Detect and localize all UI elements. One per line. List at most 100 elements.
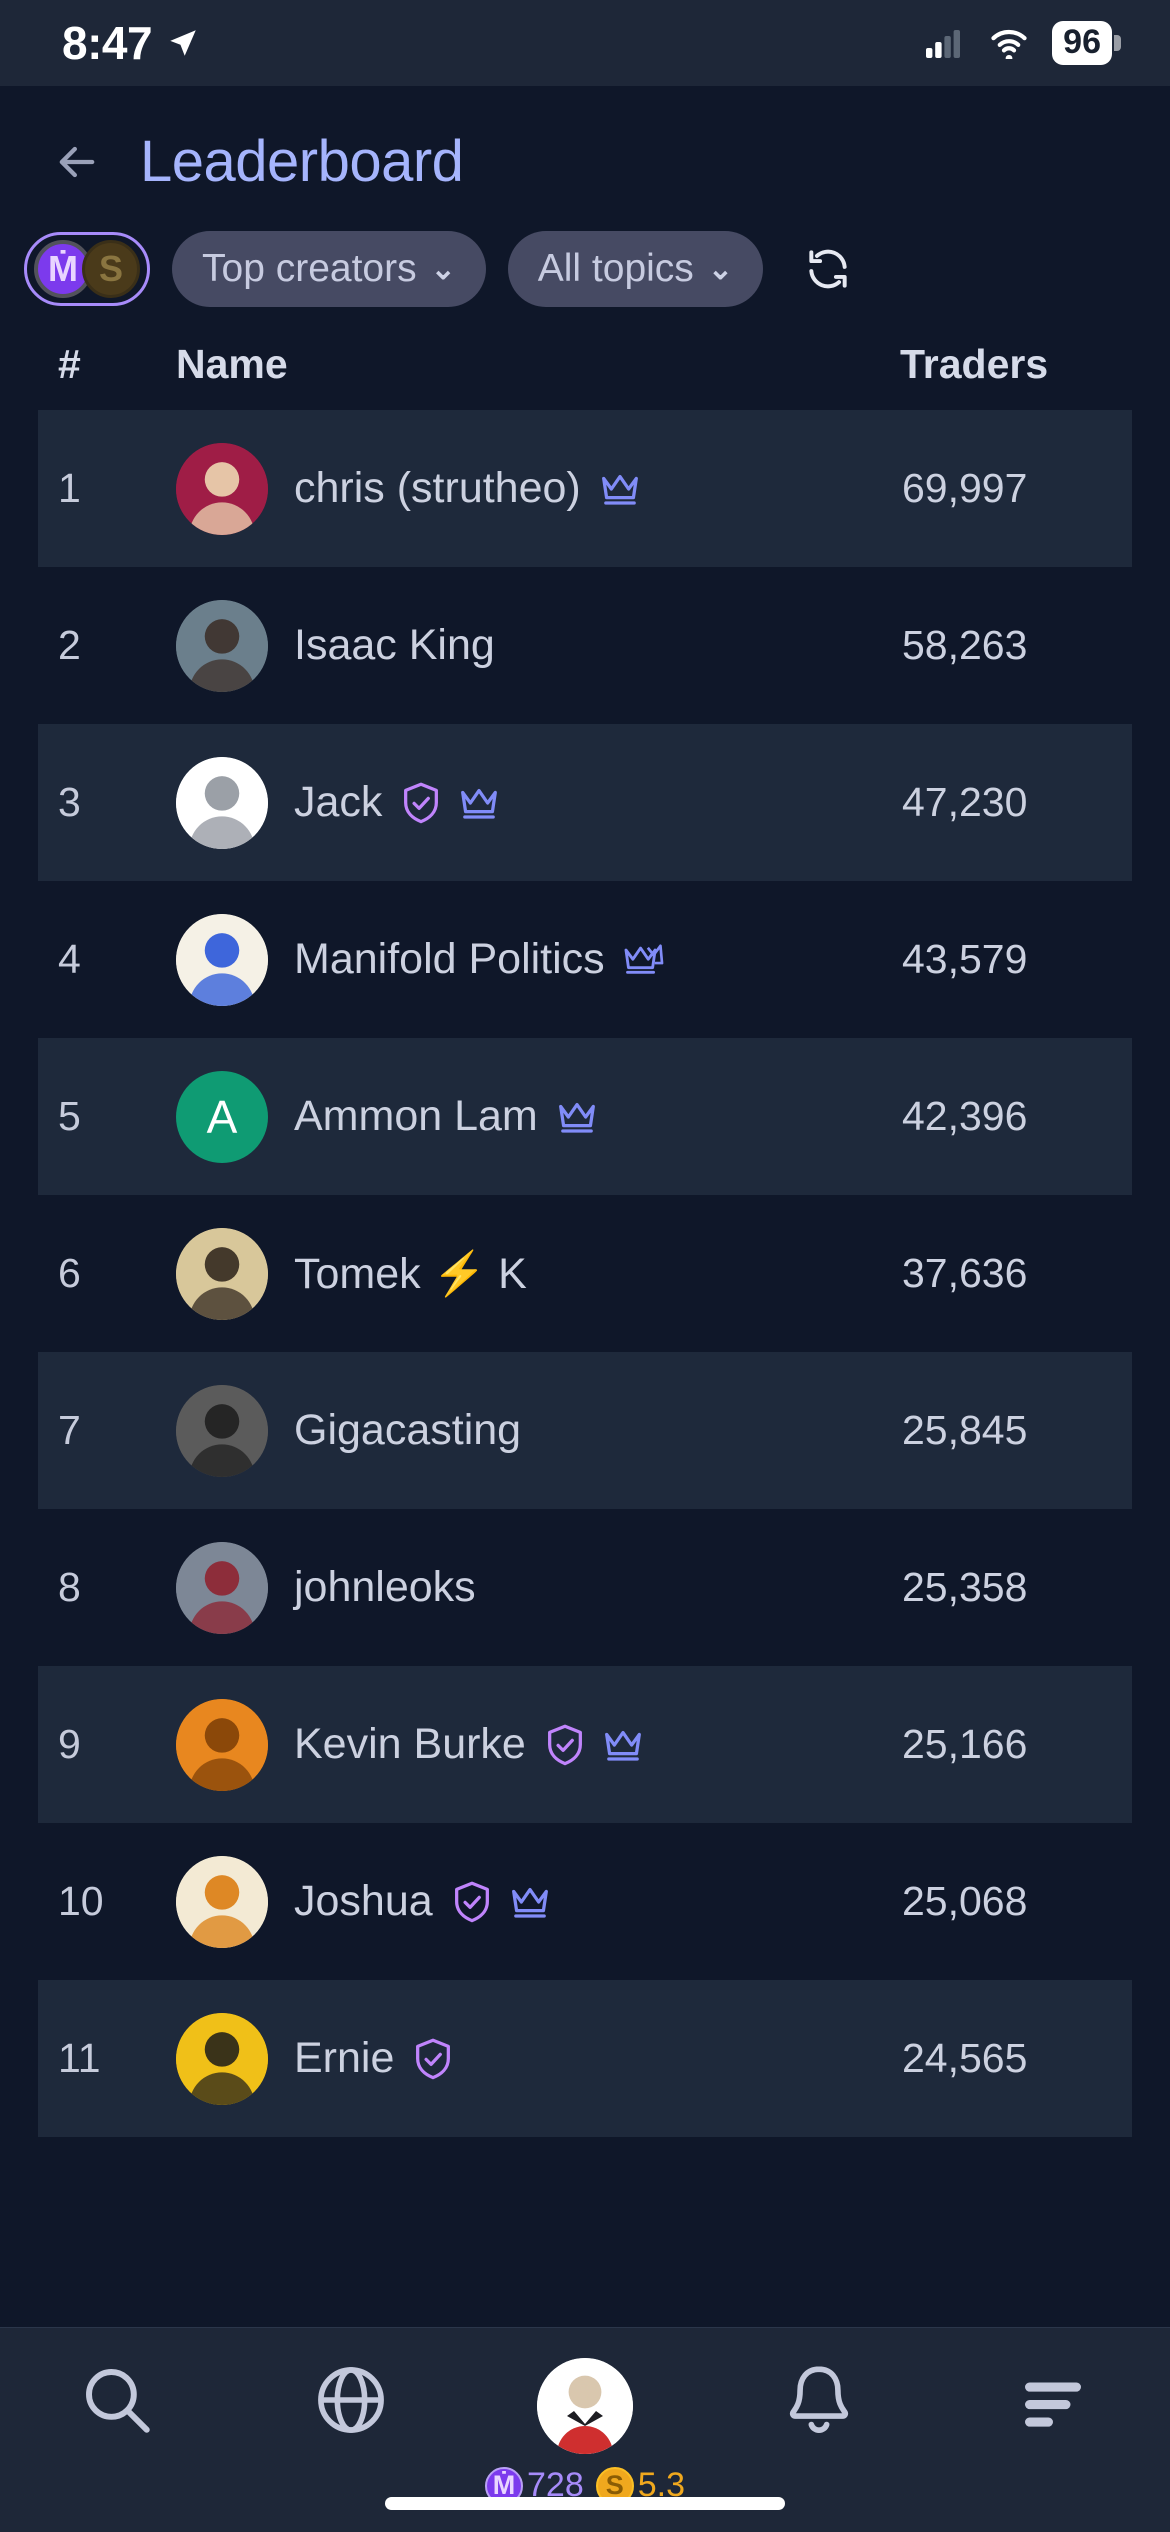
search-icon bbox=[86, 2369, 150, 2433]
sweep-coin-icon[interactable]: S bbox=[82, 240, 140, 298]
back-button[interactable] bbox=[48, 133, 106, 191]
row-name-cell[interactable]: Joshua bbox=[176, 1855, 902, 1948]
table-row[interactable]: 9 Kevin Burke 25,166 bbox=[38, 1666, 1132, 1823]
wifi-icon bbox=[991, 29, 1027, 59]
verified-shield-icon bbox=[416, 2038, 451, 2079]
row-user-name: Manifold Politics bbox=[294, 935, 605, 983]
filter-bar: Ṁ S Top creators ⌄ All topics ⌄ bbox=[0, 195, 1170, 307]
avatar-image bbox=[176, 913, 268, 1006]
status-bar: 8:47 96 bbox=[0, 0, 1170, 86]
column-header-rank: # bbox=[58, 341, 81, 387]
bottom-navigation: Ṁ 728 S 5.3 bbox=[0, 2327, 1170, 2532]
row-name-cell[interactable]: Tomek ⚡ K bbox=[176, 1227, 902, 1320]
row-badges bbox=[542, 1722, 646, 1768]
verified-shield-icon bbox=[404, 782, 439, 823]
globe-icon bbox=[318, 2367, 384, 2433]
row-name-cell[interactable]: Isaac King bbox=[176, 599, 902, 692]
page-title: Leaderboard bbox=[140, 129, 464, 194]
table-row[interactable]: 2 Isaac King 58,263 bbox=[38, 567, 1132, 724]
table-row[interactable]: 10 Joshua 25,068 bbox=[38, 1823, 1132, 1980]
row-name-cell[interactable]: Kevin Burke bbox=[176, 1698, 902, 1791]
table-row[interactable]: 8 johnleoks 25,358 bbox=[38, 1509, 1132, 1666]
leaderboard-table: # Name Traders 1 chris (strutheo) 69,997 2 I… bbox=[0, 341, 1170, 2137]
crown-badge-icon bbox=[601, 474, 638, 505]
row-rank: 5 bbox=[58, 1093, 81, 1139]
row-user-name: Jack bbox=[294, 778, 383, 826]
column-header-name: Name bbox=[176, 341, 288, 387]
avatar bbox=[176, 442, 268, 535]
row-traders-count: 43,579 bbox=[902, 936, 1028, 982]
row-badges bbox=[410, 2036, 456, 2082]
row-name-cell[interactable]: chris (strutheo) bbox=[176, 442, 902, 535]
avatar bbox=[176, 1227, 268, 1320]
row-traders-count: 69,997 bbox=[902, 465, 1028, 511]
table-row[interactable]: 5 A Ammon Lam 42,396 bbox=[38, 1038, 1132, 1195]
crown-badge-icon bbox=[511, 1887, 548, 1918]
chevron-down-icon: ⌄ bbox=[430, 252, 456, 286]
row-rank: 11 bbox=[58, 2035, 101, 2081]
avatar bbox=[176, 756, 268, 849]
row-traders-count: 37,636 bbox=[902, 1250, 1028, 1296]
table-header-row: # Name Traders bbox=[0, 341, 1170, 410]
row-traders-count: 58,263 bbox=[902, 622, 1028, 668]
currency-toggle[interactable]: Ṁ S bbox=[24, 232, 150, 306]
row-name-cell[interactable]: A Ammon Lam bbox=[176, 1070, 902, 1163]
row-rank: 3 bbox=[58, 779, 81, 825]
avatar-image bbox=[176, 1541, 268, 1634]
avatar bbox=[176, 913, 268, 1006]
avatar bbox=[176, 2012, 268, 2105]
row-name-cell[interactable]: johnleoks bbox=[176, 1541, 902, 1634]
nav-item-search[interactable] bbox=[17, 2358, 217, 2442]
avatar: A bbox=[176, 1070, 268, 1163]
row-user-name: Ernie bbox=[294, 2034, 395, 2082]
refresh-button[interactable] bbox=[793, 231, 863, 307]
table-row[interactable]: 4 Manifold Politics 43,579 bbox=[38, 881, 1132, 1038]
nav-item-explore[interactable] bbox=[251, 2358, 451, 2442]
avatar bbox=[176, 1855, 268, 1948]
column-header-traders: Traders bbox=[900, 341, 1049, 387]
double-crown-badge-icon bbox=[624, 943, 664, 974]
topic-filter-label: All topics bbox=[537, 247, 694, 290]
row-traders-count: 42,396 bbox=[902, 1093, 1028, 1139]
row-user-name: Kevin Burke bbox=[294, 1720, 526, 1768]
row-traders-count: 25,068 bbox=[902, 1878, 1028, 1924]
row-badges bbox=[621, 937, 667, 983]
row-rank: 1 bbox=[58, 465, 81, 511]
status-bar-right: 96 bbox=[926, 20, 1112, 66]
nav-item-profile[interactable]: Ṁ 728 S 5.3 bbox=[485, 2358, 685, 2505]
nav-item-menu[interactable] bbox=[953, 2358, 1153, 2442]
row-traders-count: 25,845 bbox=[902, 1407, 1028, 1453]
location-arrow-icon bbox=[170, 30, 196, 56]
nav-item-notifications[interactable] bbox=[719, 2358, 919, 2442]
refresh-icon bbox=[809, 249, 847, 289]
table-row[interactable]: 7 Gigacasting 25,845 bbox=[38, 1352, 1132, 1509]
row-rank: 4 bbox=[58, 936, 81, 982]
avatar bbox=[176, 1541, 268, 1634]
row-name-cell[interactable]: Gigacasting bbox=[176, 1384, 902, 1477]
row-traders-count: 25,166 bbox=[902, 1721, 1028, 1767]
row-name-cell[interactable]: Jack bbox=[176, 756, 902, 849]
row-name-cell[interactable]: Ernie bbox=[176, 2012, 902, 2105]
row-traders-count: 47,230 bbox=[902, 779, 1028, 825]
profile-avatar-icon bbox=[537, 2358, 633, 2454]
row-rank: 6 bbox=[58, 1250, 81, 1296]
topic-filter-chip[interactable]: All topics ⌄ bbox=[507, 231, 763, 307]
row-rank: 2 bbox=[58, 622, 81, 668]
table-row[interactable]: 6 Tomek ⚡ K 37,636 bbox=[38, 1195, 1132, 1352]
row-user-name: Joshua bbox=[294, 1877, 433, 1925]
table-row[interactable]: 3 Jack 47,230 bbox=[38, 724, 1132, 881]
cellular-signal-icon bbox=[926, 30, 961, 58]
avatar-image bbox=[176, 1227, 268, 1320]
page-header: Leaderboard bbox=[0, 86, 1170, 195]
table-row[interactable]: 11 Ernie 24,565 bbox=[38, 1980, 1132, 2137]
row-user-name: Ammon Lam bbox=[294, 1092, 538, 1140]
row-user-name: Tomek ⚡ K bbox=[294, 1249, 527, 1298]
row-rank: 8 bbox=[58, 1564, 81, 1610]
row-badges bbox=[449, 1879, 553, 1925]
scope-filter-chip[interactable]: Top creators ⌄ bbox=[172, 231, 486, 307]
row-user-name: chris (strutheo) bbox=[294, 464, 581, 512]
table-row[interactable]: 1 chris (strutheo) 69,997 bbox=[38, 410, 1132, 567]
row-name-cell[interactable]: Manifold Politics bbox=[176, 913, 902, 1006]
row-user-name: Isaac King bbox=[294, 621, 495, 669]
